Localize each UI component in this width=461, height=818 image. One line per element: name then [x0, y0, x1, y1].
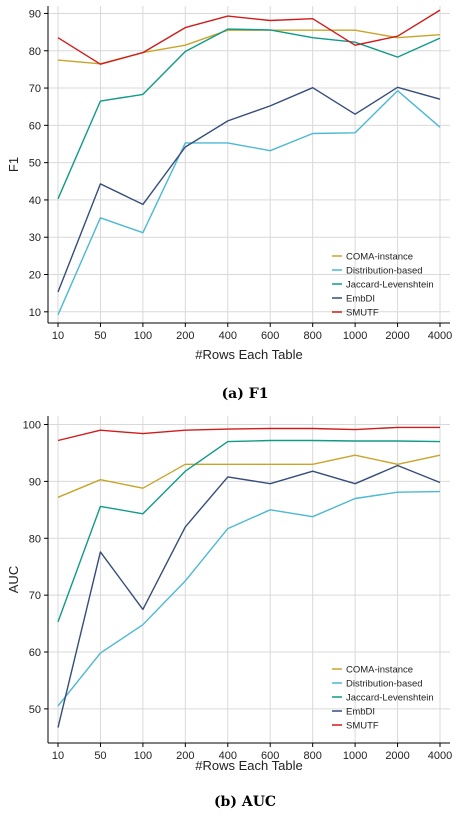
x-tick-label: 800	[303, 330, 321, 342]
y-tick-label: 90	[29, 8, 41, 20]
y-tick-label: 70	[29, 83, 41, 95]
y-tick-label: 50	[29, 158, 41, 170]
x-tick-label: 600	[261, 330, 279, 342]
y-axis-title: AUC	[6, 566, 21, 593]
y-tick-label: 50	[29, 704, 41, 716]
legend-label: Distribution-based	[346, 679, 423, 690]
x-tick-label: 10	[52, 750, 64, 762]
y-tick-label: 80	[29, 533, 41, 545]
x-tick-label: 50	[94, 750, 106, 762]
x-axis-title: #Rows Each Table	[195, 758, 302, 773]
series-line-coma-instance	[57, 29, 441, 65]
legend-label: SMUTF	[346, 308, 379, 319]
series-line-jaccard-levenshtein	[57, 439, 441, 623]
x-tick-label: 600	[261, 750, 279, 762]
y-tick-label: 80	[29, 46, 41, 58]
x-axis-title: #Rows Each Table	[195, 347, 302, 362]
x-tick-label: 200	[176, 750, 194, 762]
series-line-smutf	[57, 426, 440, 442]
x-tick-label: 400	[219, 750, 237, 762]
legend-label: COMA-instance	[346, 665, 413, 676]
x-tick-label: 10	[52, 330, 64, 342]
y-axis-title: F1	[6, 157, 21, 172]
figure-caption: (a) F1	[222, 386, 269, 402]
y-tick-label: 60	[29, 120, 41, 132]
series-line-jaccard-levenshtein	[57, 28, 441, 200]
y-tick-label: 90	[29, 476, 41, 488]
series-line-smutf	[57, 9, 441, 65]
series-line-distribution-based	[57, 490, 441, 707]
x-tick-label: 100	[134, 750, 152, 762]
x-tick-label: 2000	[385, 750, 409, 762]
x-tick-label: 4000	[428, 750, 452, 762]
x-tick-label: 4000	[428, 330, 452, 342]
x-tick-label: 1000	[343, 330, 367, 342]
x-tick-label: 50	[94, 330, 106, 342]
y-tick-label: 70	[29, 590, 41, 602]
x-tick-label: 1000	[343, 750, 367, 762]
legend-label: Jaccard-Levenshtein	[346, 280, 434, 291]
chart-1: 10 50 100 200 400 600 800 1000 2000 4000 10 20 30 40 5…	[6, 6, 452, 402]
series-line-embdi	[57, 86, 441, 293]
y-tick-label: 10	[29, 307, 41, 319]
chart-2: 10 50 100 200 400 600 800 1000 2000 4000 50 60 70 80 9…	[6, 416, 452, 810]
x-tick-label: 800	[303, 750, 321, 762]
legend: COMA-instance Distribution-based Jaccard-L…	[332, 665, 434, 732]
series-line-embdi	[57, 464, 441, 728]
legend-label: Jaccard-Levenshtein	[346, 693, 434, 704]
y-tick-label: 60	[29, 647, 41, 659]
y-tick-label: 20	[29, 270, 41, 282]
legend-label: EmbDI	[346, 707, 375, 718]
y-tick-label: 100	[23, 420, 41, 432]
series-line-coma-instance	[57, 454, 441, 498]
x-tick-label: 200	[176, 330, 194, 342]
legend-label: COMA-instance	[346, 252, 413, 263]
legend-label: SMUTF	[346, 721, 379, 732]
figure-caption: (b) AUC	[214, 794, 276, 810]
y-tick-label: 30	[29, 232, 41, 244]
legend-label: Distribution-based	[346, 266, 423, 277]
y-tick-label: 40	[29, 195, 41, 207]
x-tick-label: 400	[219, 330, 237, 342]
series-line-distribution-based	[57, 89, 441, 316]
x-tick-label: 100	[134, 330, 152, 342]
legend: COMA-instance Distribution-based Jaccard-L…	[332, 252, 434, 319]
legend-label: EmbDI	[346, 294, 375, 305]
x-tick-label: 2000	[385, 330, 409, 342]
